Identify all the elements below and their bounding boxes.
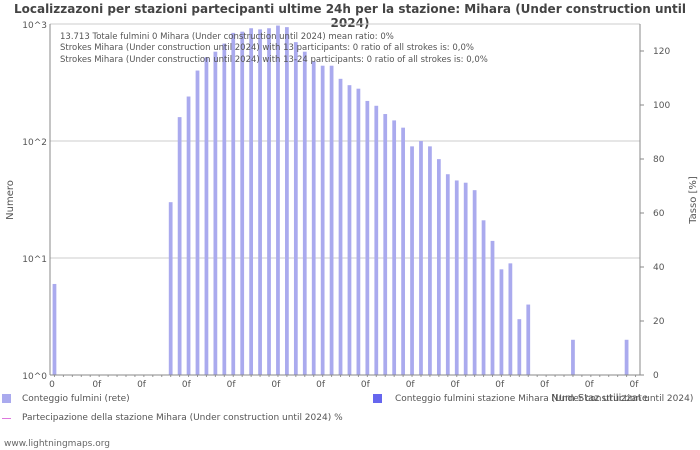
y2-tick-label: 80 [653, 155, 665, 165]
x-tick-label: 0f [182, 380, 192, 390]
info-line-1: 13.713 Totale fulmini 0 Mihara (Under co… [60, 32, 394, 42]
y2-axis-label: Tasso [%] [688, 176, 699, 225]
bar [195, 70, 200, 375]
bar [571, 339, 575, 375]
bar [52, 283, 57, 375]
grid-lines [50, 23, 640, 376]
x-tick-label: 0f [137, 380, 147, 390]
axes [49, 24, 644, 377]
bar [285, 27, 289, 375]
legend-swatch-rete [2, 394, 11, 403]
x-tick-label: 0f [630, 380, 640, 390]
y-tick-label: 10^2 [22, 138, 47, 148]
legend-swatch-stazione [373, 394, 382, 403]
x-tick-label: 0f [406, 380, 416, 390]
y-tick-labels: 10^0 10^1 10^2 10^3 [22, 21, 47, 382]
legend-label-partecipazione: Partecipazione della stazione Mihara (Un… [22, 413, 343, 423]
x-tick-label: 0f [227, 380, 237, 390]
bar [428, 146, 432, 375]
y2-tick-label: 40 [653, 263, 665, 273]
bar [374, 105, 379, 376]
x-tick-label: 0f [92, 380, 102, 390]
legend-label-rete: Conteggio fulmini (rete) [22, 394, 130, 404]
bar [526, 304, 531, 375]
x-tick-label: 0 [49, 380, 55, 390]
bar [302, 51, 307, 375]
y2-tick-label: 100 [653, 101, 670, 111]
x-tick-label: 0f [450, 380, 460, 390]
bar [276, 25, 280, 376]
bar [481, 220, 486, 375]
bar [499, 269, 504, 375]
x-tick-label: 0f [540, 380, 550, 390]
y2-tick-labels: 0 20 40 60 80 100 120 [653, 47, 670, 381]
y-axis-label: Numero [5, 180, 16, 220]
bar [624, 339, 629, 375]
y-tick-label: 10^0 [22, 372, 47, 382]
bar [401, 127, 405, 375]
y2-tick-label: 120 [653, 47, 670, 57]
x-tick-label: 0f [271, 380, 281, 390]
bar [320, 65, 325, 375]
x-tick-label: 0f [361, 380, 371, 390]
bar [267, 28, 271, 376]
info-line-3: Strokes Mihara (Under construction until… [60, 55, 488, 65]
bar [240, 31, 245, 375]
bar [517, 319, 522, 375]
chart-title: Localizzazoni per stazioni partecipanti … [13, 2, 687, 30]
y2-tick-label: 20 [653, 317, 665, 327]
x-tick-label: 0f [585, 380, 595, 390]
bar [392, 120, 397, 375]
bar [222, 43, 227, 375]
bar [383, 114, 388, 375]
y-tick-label: 10^3 [22, 21, 47, 31]
x-tick-label: 0f [495, 380, 505, 390]
bar [168, 202, 173, 375]
y2-tick-label: 0 [653, 371, 659, 381]
bar [258, 29, 262, 375]
bar [410, 146, 414, 375]
bar [419, 141, 423, 375]
bar [347, 85, 352, 375]
bar [365, 100, 370, 375]
bar [463, 182, 468, 375]
x-tick-label: 0f [316, 380, 326, 390]
bar [311, 61, 316, 376]
bar [436, 159, 441, 375]
legend-swatch-partecipazione [2, 418, 11, 419]
bar [213, 51, 218, 375]
y-tick-label: 10^1 [22, 255, 47, 265]
bar [177, 117, 182, 375]
info-line-2: Strokes Mihara (Under construction until… [60, 43, 474, 53]
bar [454, 180, 459, 375]
bar [186, 96, 191, 375]
x-axis-label: Num Staz utilizzate [551, 393, 648, 404]
bar [231, 32, 236, 376]
footer-credit: www.lightningmaps.org [4, 439, 110, 449]
bar [338, 78, 343, 376]
x-tick-labels: 0 0f 0f 0f 0f 0f 0f 0f 0f 0f 0f 0f 0f 0f [49, 380, 639, 390]
bar [490, 240, 495, 375]
bar [508, 263, 513, 375]
bar [204, 57, 209, 376]
bar [293, 42, 298, 375]
bar [249, 28, 254, 376]
bar [329, 65, 334, 375]
y2-tick-label: 60 [653, 209, 665, 219]
bar [445, 174, 450, 375]
bar-series-rete [52, 25, 629, 376]
bar [472, 190, 477, 375]
legend-label-stazione: Conteggio fulmini stazione Mihara (Under… [395, 394, 694, 404]
bar [356, 88, 361, 376]
